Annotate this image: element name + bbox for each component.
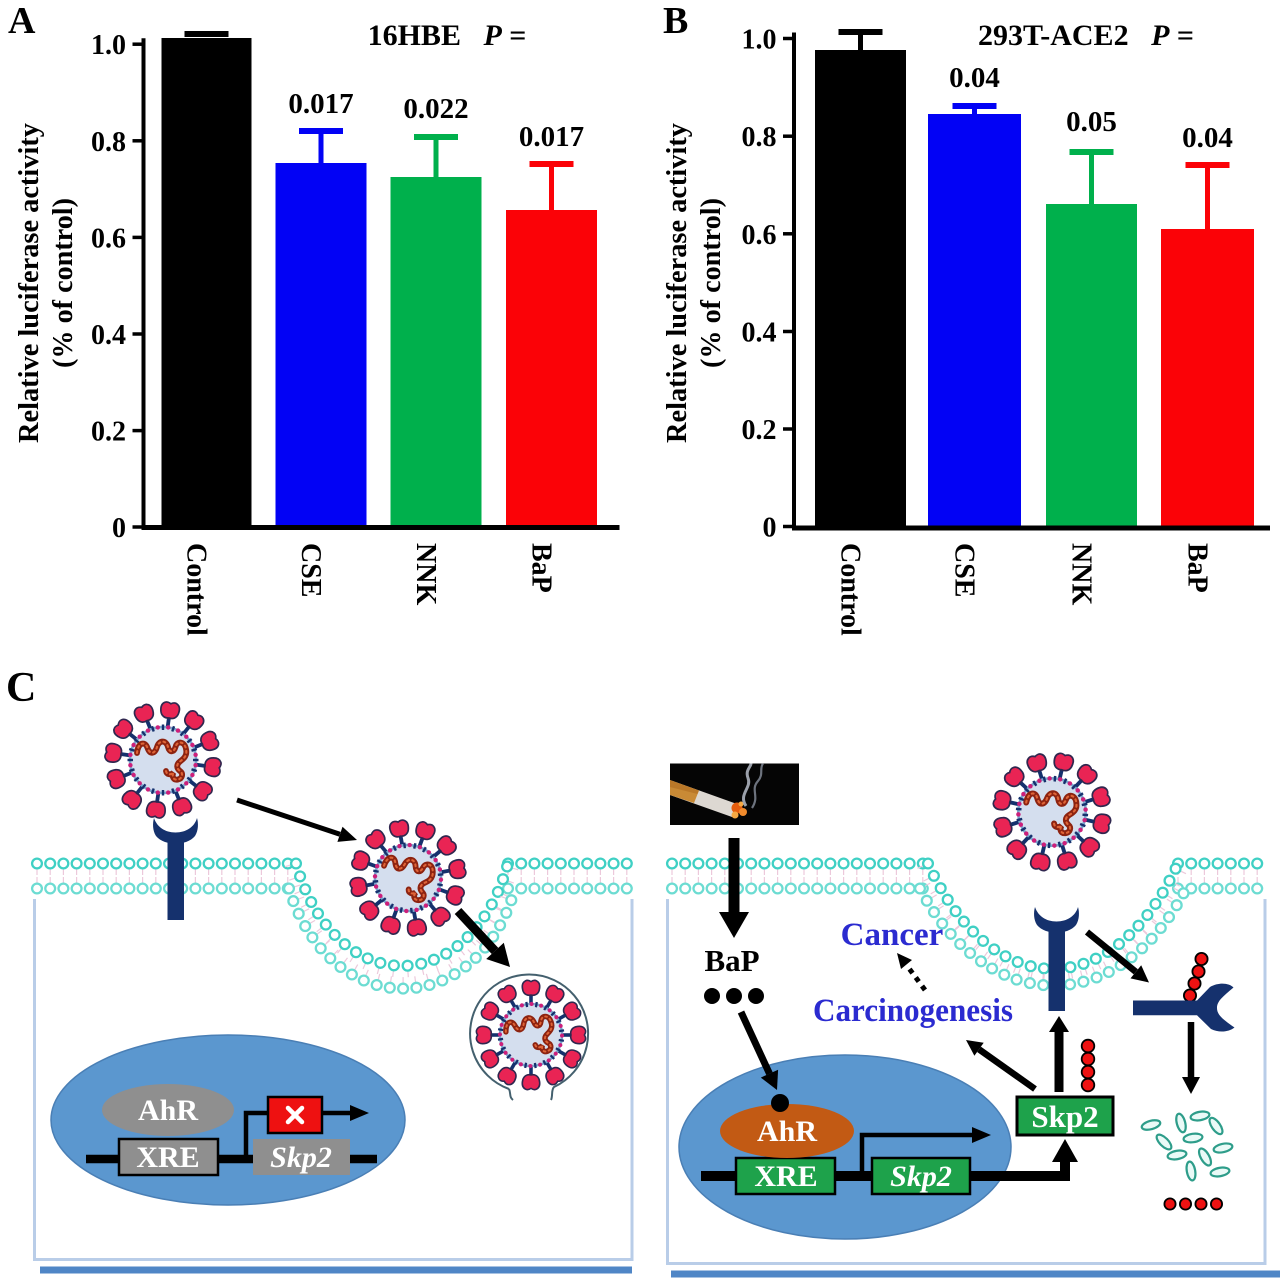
svg-text:BaP: BaP — [704, 943, 759, 978]
svg-text:0.2: 0.2 — [742, 415, 777, 446]
svg-text:Cancer: Cancer — [841, 917, 944, 953]
svg-text:Control: Control — [181, 543, 212, 636]
svg-text:Relative luciferase activity: Relative luciferase activity — [662, 123, 693, 443]
svg-text:0.2: 0.2 — [91, 417, 126, 448]
svg-text:Control: Control — [835, 543, 866, 636]
svg-text:0.4: 0.4 — [91, 320, 126, 351]
svg-text:0: 0 — [112, 513, 126, 544]
svg-text:BaP: BaP — [526, 543, 557, 593]
svg-text:CSE: CSE — [295, 543, 326, 597]
svg-text:AhR: AhR — [138, 1094, 198, 1127]
svg-text:(% of control): (% of control) — [696, 198, 727, 368]
svg-text:C: C — [6, 665, 36, 711]
svg-text:0.017: 0.017 — [288, 88, 353, 120]
svg-text:0.05: 0.05 — [1066, 106, 1117, 138]
svg-text:B: B — [663, 0, 688, 42]
svg-text:0: 0 — [763, 513, 777, 544]
svg-text:BaP: BaP — [1182, 543, 1213, 593]
svg-text:293T-ACE2 P =: 293T-ACE2 P = — [978, 19, 1194, 52]
svg-text:XRE: XRE — [136, 1141, 199, 1174]
svg-text:0.04: 0.04 — [949, 62, 1000, 94]
svg-text:Relative luciferase activity: Relative luciferase activity — [14, 123, 45, 443]
svg-text:1.0: 1.0 — [742, 25, 777, 56]
svg-text:AhR: AhR — [757, 1115, 817, 1148]
svg-text:CSE: CSE — [949, 543, 980, 597]
svg-text:0.017: 0.017 — [519, 121, 584, 153]
svg-text:0.022: 0.022 — [403, 93, 468, 125]
svg-text:0.8: 0.8 — [91, 127, 126, 158]
svg-text:16HBE P =: 16HBE P = — [368, 19, 527, 52]
svg-text:0.04: 0.04 — [1182, 122, 1233, 154]
svg-text:XRE: XRE — [754, 1160, 817, 1193]
svg-text:Skp2: Skp2 — [890, 1160, 952, 1193]
svg-text:0.6: 0.6 — [742, 220, 777, 251]
svg-text:(% of control): (% of control) — [48, 198, 79, 368]
svg-text:0.6: 0.6 — [91, 223, 126, 254]
svg-text:1.0: 1.0 — [91, 30, 126, 61]
svg-text:0.8: 0.8 — [742, 122, 777, 153]
svg-text:A: A — [8, 0, 36, 42]
svg-text:0.4: 0.4 — [742, 318, 777, 349]
svg-text:Skp2: Skp2 — [1031, 1099, 1098, 1134]
svg-text:NNK: NNK — [1066, 543, 1097, 605]
svg-text:Skp2: Skp2 — [270, 1141, 332, 1174]
svg-text:NNK: NNK — [410, 543, 441, 605]
svg-text:Carcinogenesis: Carcinogenesis — [813, 993, 1013, 1029]
